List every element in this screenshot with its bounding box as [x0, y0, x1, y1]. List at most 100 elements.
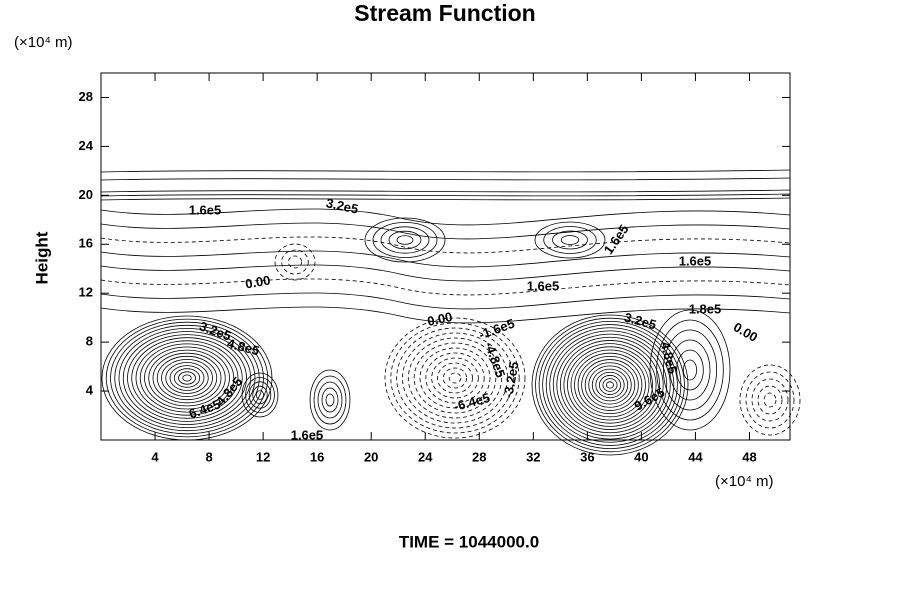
- y-tick-label: 8: [86, 334, 93, 349]
- contour-line: [563, 343, 657, 427]
- contour-line: [148, 349, 226, 407]
- contour-line: [100, 278, 791, 296]
- contour-line: [100, 250, 791, 268]
- contour-line: [437, 362, 473, 394]
- contour-line: [100, 264, 791, 282]
- contour-line: [114, 324, 260, 432]
- contour-line: [595, 371, 625, 399]
- contour-line: [156, 355, 218, 401]
- y-tick-label: 24: [79, 138, 94, 153]
- contour-line: [396, 235, 414, 245]
- x-tick-label: 4: [151, 449, 159, 464]
- x-tick-label: 12: [256, 449, 270, 464]
- contour-line: [545, 327, 675, 443]
- contour-line: [396, 327, 514, 429]
- x-tick-label: 44: [688, 449, 703, 464]
- x-unit: (×10⁴ m): [715, 473, 774, 490]
- contour-line: [105, 318, 269, 438]
- contour-line: [602, 378, 618, 392]
- contour-line: [100, 208, 791, 226]
- contour-line: [745, 371, 795, 429]
- contour-line: [560, 235, 580, 245]
- x-tick-label: 8: [205, 449, 212, 464]
- chart-title: Stream Function: [354, 0, 535, 26]
- contour-line: [649, 309, 731, 431]
- contour-label: 3.2e5: [325, 195, 360, 216]
- contour-line: [419, 347, 491, 409]
- contour-line: [676, 349, 704, 391]
- x-tick-label: 24: [418, 449, 433, 464]
- contour-label: -3.2e5: [500, 360, 521, 399]
- contour-line: [372, 221, 438, 258]
- contour-line: [144, 346, 230, 410]
- contour-line: [161, 358, 213, 397]
- contour-label: 1.6e5: [679, 253, 712, 268]
- contour-line: [325, 393, 335, 407]
- contour-line: [757, 385, 783, 415]
- contour-label: 1.6e5: [291, 427, 324, 442]
- contour-line: [165, 362, 209, 394]
- contour-line: [178, 371, 196, 385]
- contour-line: [321, 387, 339, 413]
- contour-line: [169, 365, 205, 391]
- contour-line: [100, 193, 791, 197]
- y-unit: (×10⁴ m): [14, 34, 73, 51]
- contour-line: [287, 255, 303, 269]
- contour-line: [127, 334, 247, 422]
- contour-line: [100, 189, 791, 193]
- contour-line: [669, 339, 711, 401]
- contour-label: 1.6e5: [189, 202, 222, 217]
- contour-line: [552, 230, 588, 250]
- contour-line: [656, 319, 724, 421]
- contour-line: [606, 381, 614, 389]
- contour-line: [598, 375, 622, 395]
- contour-line: [135, 340, 239, 416]
- contour-line: [384, 317, 526, 439]
- contour-line: [241, 372, 279, 418]
- x-tick-label: 20: [364, 449, 378, 464]
- contour-line: [248, 381, 272, 409]
- contour-line: [313, 375, 347, 425]
- contour-line: [182, 374, 192, 382]
- contour-line: [534, 221, 606, 259]
- contour-line: [309, 369, 351, 431]
- contour-line: [281, 249, 309, 275]
- contour-label: 4.8e5: [226, 336, 261, 359]
- x-tick-label: 48: [742, 449, 756, 464]
- x-tick-label: 32: [526, 449, 540, 464]
- contour-line: [543, 226, 597, 254]
- contour-line: [100, 177, 791, 181]
- contour-line: [535, 317, 685, 453]
- contour-line: [549, 330, 671, 440]
- contour-line: [591, 368, 629, 402]
- contour-line: [577, 355, 643, 415]
- contour-line: [739, 364, 801, 436]
- contour-label: 0.00: [731, 319, 760, 345]
- y-axis-label: Height: [32, 231, 51, 284]
- contour-label: -1.6e5: [477, 316, 517, 343]
- contour-line: [139, 343, 235, 413]
- contour-line: [100, 306, 791, 324]
- contour-line: [100, 197, 791, 201]
- contour-line: [388, 230, 422, 250]
- footer: TIME = 1044000.0: [399, 532, 539, 551]
- contour-label: 3.2e5: [623, 310, 658, 333]
- contour-line: [122, 331, 252, 425]
- contour-line: [131, 337, 243, 419]
- y-tick-label: 20: [79, 187, 93, 202]
- contour-line: [574, 352, 646, 418]
- contour-labels: 1.6e5 3.2e5 1.6e5 1.6e5 1.6e5 0.00 0.00 …: [187, 195, 760, 442]
- contour-line: [431, 357, 479, 399]
- contour-label: 1.6e5: [527, 278, 560, 293]
- x-tick-label: 36: [580, 449, 594, 464]
- contour-line: [552, 333, 668, 437]
- contour-line: [542, 324, 678, 446]
- contour-label: -6.4e5: [452, 390, 492, 414]
- contour-line: [559, 340, 661, 430]
- contour-line: [531, 314, 689, 456]
- contour-line: [100, 169, 791, 173]
- y-tick-label: 16: [79, 236, 93, 251]
- plot-frame: [100, 72, 791, 441]
- contour-line: [567, 346, 653, 424]
